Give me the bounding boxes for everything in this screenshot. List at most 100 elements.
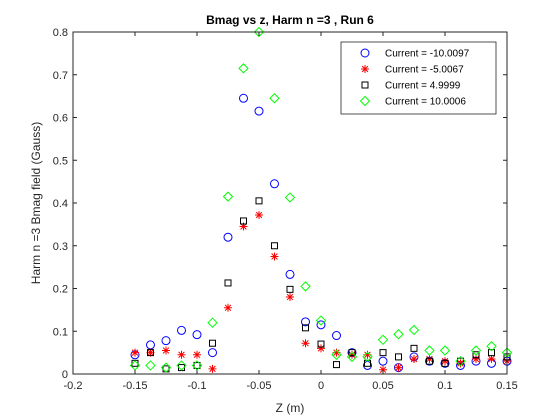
data-point xyxy=(317,340,325,348)
data-point xyxy=(222,191,234,202)
data-point xyxy=(410,355,418,364)
series-4 xyxy=(129,26,513,373)
legend-label: Current = 10.0006 xyxy=(385,97,466,108)
y-tick-label: 0.1 xyxy=(53,326,68,338)
data-point xyxy=(301,317,310,327)
data-point xyxy=(239,93,248,103)
data-point xyxy=(253,26,265,38)
data-point xyxy=(177,325,186,335)
data-point xyxy=(348,350,356,359)
x-tick-label: 0.05 xyxy=(372,380,393,392)
data-point xyxy=(393,329,404,340)
data-point xyxy=(487,355,496,364)
data-point xyxy=(286,293,294,302)
legend-label: Current = -5.0067 xyxy=(385,65,464,76)
data-point xyxy=(129,360,141,371)
y-axis-ticks: 0 0.1 0.2 0.3 0.4 0.5 0.6 0.7 0.8 xyxy=(53,27,507,381)
data-point xyxy=(378,356,388,366)
data-point xyxy=(191,360,203,371)
chart-title: Bmag vs z, Harm n =3 , Run 6 xyxy=(206,13,374,27)
data-point xyxy=(270,179,279,189)
data-point xyxy=(379,365,387,374)
data-point xyxy=(470,345,482,356)
series-2 xyxy=(131,210,511,374)
data-point xyxy=(333,361,340,369)
legend-marker xyxy=(359,95,371,107)
data-point xyxy=(302,324,309,332)
legend: Current = -10.0097 Current = -5.0067 Curre… xyxy=(340,41,497,115)
y-tick-label: 0.2 xyxy=(53,284,68,296)
data-point xyxy=(271,242,278,250)
x-axis-ticks: -0.2 -0.15 -0.1 -0.05 0 0.05 0.1 0.15 xyxy=(64,32,518,392)
legend-marker xyxy=(361,81,369,89)
data-point xyxy=(301,339,310,348)
data-point xyxy=(223,232,233,242)
data-point xyxy=(425,355,434,364)
data-point xyxy=(377,334,389,346)
data-point xyxy=(224,279,232,287)
data-point xyxy=(315,315,327,326)
x-tick-label: -0.1 xyxy=(188,380,207,392)
y-tick-label: 0.4 xyxy=(53,198,68,210)
y-tick-label: 0 xyxy=(62,369,68,381)
data-point xyxy=(209,339,216,347)
data-point xyxy=(161,336,171,346)
legend-label: Current = 4.9999 xyxy=(385,81,461,92)
data-point xyxy=(441,359,449,367)
y-tick-label: 0.8 xyxy=(53,27,68,39)
x-tick-label: 0 xyxy=(318,380,324,392)
data-point xyxy=(177,350,186,359)
data-point xyxy=(441,357,449,366)
data-point xyxy=(207,317,218,328)
data-point xyxy=(146,348,155,357)
data-point xyxy=(160,362,172,373)
data-point xyxy=(193,350,201,359)
x-tick-label: 0.15 xyxy=(496,380,517,392)
x-tick-label: -0.2 xyxy=(64,380,83,392)
data-point xyxy=(193,361,201,369)
data-point xyxy=(208,348,217,358)
data-point xyxy=(439,345,451,356)
y-axis-label: Harm n =3 Bmag field (Gauss) xyxy=(29,122,43,284)
data-point xyxy=(269,93,280,104)
data-point xyxy=(162,346,170,355)
data-marks xyxy=(129,26,513,374)
data-point xyxy=(348,349,356,357)
data-point xyxy=(270,252,279,261)
data-point xyxy=(176,360,187,371)
data-point xyxy=(457,357,464,365)
data-point xyxy=(472,355,480,364)
data-point xyxy=(224,303,232,312)
y-tick-label: 0.3 xyxy=(53,241,68,253)
data-point xyxy=(332,348,341,357)
x-axis-label: Z (m) xyxy=(276,401,305,415)
x-tick-label: 0.1 xyxy=(437,380,452,392)
data-point xyxy=(208,364,217,373)
x-tick-label: -0.15 xyxy=(122,380,147,392)
legend-marker xyxy=(361,65,369,73)
data-point xyxy=(408,324,420,336)
data-point xyxy=(456,359,465,368)
data-point xyxy=(486,341,497,352)
data-point xyxy=(424,345,435,356)
data-point xyxy=(364,359,371,367)
data-point xyxy=(426,357,433,365)
data-point xyxy=(395,353,402,361)
legend-box xyxy=(340,41,497,115)
data-point xyxy=(192,330,202,340)
data-point xyxy=(362,351,373,363)
data-point xyxy=(240,217,247,225)
data-point xyxy=(472,351,480,359)
legend-marker xyxy=(360,48,370,58)
data-point xyxy=(316,320,326,330)
x-tick-label: -0.05 xyxy=(246,380,271,392)
data-point xyxy=(285,269,295,279)
data-point xyxy=(255,210,263,219)
data-point xyxy=(238,63,249,74)
data-point xyxy=(147,349,154,357)
y-tick-label: 0.7 xyxy=(53,70,68,82)
data-point xyxy=(317,344,325,353)
data-point xyxy=(255,197,263,205)
data-point xyxy=(131,348,139,357)
